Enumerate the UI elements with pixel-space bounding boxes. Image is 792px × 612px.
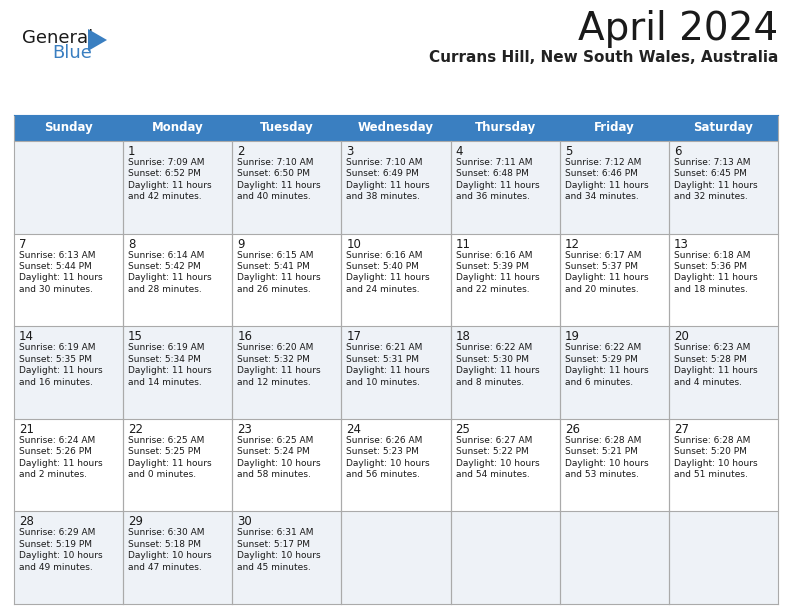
Text: Sunrise: 6:27 AM
Sunset: 5:22 PM
Daylight: 10 hours
and 54 minutes.: Sunrise: 6:27 AM Sunset: 5:22 PM Dayligh… (455, 436, 539, 479)
Text: 19: 19 (565, 330, 580, 343)
Text: 11: 11 (455, 237, 470, 250)
Text: Sunrise: 7:13 AM
Sunset: 6:45 PM
Daylight: 11 hours
and 32 minutes.: Sunrise: 7:13 AM Sunset: 6:45 PM Dayligh… (674, 158, 757, 201)
Bar (14, 419, 778, 512)
Text: 22: 22 (128, 423, 143, 436)
Text: Sunrise: 6:26 AM
Sunset: 5:23 PM
Daylight: 10 hours
and 56 minutes.: Sunrise: 6:26 AM Sunset: 5:23 PM Dayligh… (346, 436, 430, 479)
Text: 13: 13 (674, 237, 689, 250)
Text: Sunrise: 6:31 AM
Sunset: 5:17 PM
Daylight: 10 hours
and 45 minutes.: Sunrise: 6:31 AM Sunset: 5:17 PM Dayligh… (238, 528, 321, 572)
Text: 3: 3 (346, 145, 354, 158)
Text: 25: 25 (455, 423, 470, 436)
Text: 23: 23 (238, 423, 252, 436)
Text: 8: 8 (128, 237, 135, 250)
Text: 6: 6 (674, 145, 681, 158)
Text: Sunrise: 6:22 AM
Sunset: 5:30 PM
Daylight: 11 hours
and 8 minutes.: Sunrise: 6:22 AM Sunset: 5:30 PM Dayligh… (455, 343, 539, 387)
Text: Blue: Blue (52, 44, 92, 62)
Text: Currans Hill, New South Wales, Australia: Currans Hill, New South Wales, Australia (428, 50, 778, 65)
Bar (14, 234, 778, 326)
Text: Sunrise: 6:20 AM
Sunset: 5:32 PM
Daylight: 11 hours
and 12 minutes.: Sunrise: 6:20 AM Sunset: 5:32 PM Dayligh… (238, 343, 321, 387)
Text: Sunrise: 7:10 AM
Sunset: 6:49 PM
Daylight: 11 hours
and 38 minutes.: Sunrise: 7:10 AM Sunset: 6:49 PM Dayligh… (346, 158, 430, 201)
Text: Sunrise: 6:29 AM
Sunset: 5:19 PM
Daylight: 10 hours
and 49 minutes.: Sunrise: 6:29 AM Sunset: 5:19 PM Dayligh… (19, 528, 103, 572)
Text: 26: 26 (565, 423, 580, 436)
Text: Sunrise: 6:19 AM
Sunset: 5:35 PM
Daylight: 11 hours
and 16 minutes.: Sunrise: 6:19 AM Sunset: 5:35 PM Dayligh… (19, 343, 103, 387)
Text: 2: 2 (238, 145, 245, 158)
Text: 15: 15 (128, 330, 143, 343)
Text: 17: 17 (346, 330, 361, 343)
Text: Sunrise: 6:24 AM
Sunset: 5:26 PM
Daylight: 11 hours
and 2 minutes.: Sunrise: 6:24 AM Sunset: 5:26 PM Dayligh… (19, 436, 103, 479)
Text: 29: 29 (128, 515, 143, 528)
Bar (14, 326, 778, 419)
Text: Sunday: Sunday (44, 122, 93, 135)
Text: 24: 24 (346, 423, 361, 436)
Text: Sunrise: 6:28 AM
Sunset: 5:21 PM
Daylight: 10 hours
and 53 minutes.: Sunrise: 6:28 AM Sunset: 5:21 PM Dayligh… (565, 436, 649, 479)
Text: Wednesday: Wednesday (358, 122, 434, 135)
Text: Sunrise: 6:23 AM
Sunset: 5:28 PM
Daylight: 11 hours
and 4 minutes.: Sunrise: 6:23 AM Sunset: 5:28 PM Dayligh… (674, 343, 757, 387)
Text: 4: 4 (455, 145, 463, 158)
Text: April 2024: April 2024 (578, 10, 778, 48)
Text: Sunrise: 7:10 AM
Sunset: 6:50 PM
Daylight: 11 hours
and 40 minutes.: Sunrise: 7:10 AM Sunset: 6:50 PM Dayligh… (238, 158, 321, 201)
Text: Sunrise: 6:30 AM
Sunset: 5:18 PM
Daylight: 10 hours
and 47 minutes.: Sunrise: 6:30 AM Sunset: 5:18 PM Dayligh… (128, 528, 211, 572)
Text: 5: 5 (565, 145, 572, 158)
Text: Sunrise: 7:11 AM
Sunset: 6:48 PM
Daylight: 11 hours
and 36 minutes.: Sunrise: 7:11 AM Sunset: 6:48 PM Dayligh… (455, 158, 539, 201)
Text: 7: 7 (19, 237, 26, 250)
Text: Tuesday: Tuesday (260, 122, 314, 135)
Text: Sunrise: 6:14 AM
Sunset: 5:42 PM
Daylight: 11 hours
and 28 minutes.: Sunrise: 6:14 AM Sunset: 5:42 PM Dayligh… (128, 250, 211, 294)
Text: Monday: Monday (152, 122, 204, 135)
Text: Friday: Friday (594, 122, 634, 135)
Text: 10: 10 (346, 237, 361, 250)
Text: 27: 27 (674, 423, 689, 436)
Bar (14, 141, 778, 234)
Text: Sunrise: 6:15 AM
Sunset: 5:41 PM
Daylight: 11 hours
and 26 minutes.: Sunrise: 6:15 AM Sunset: 5:41 PM Dayligh… (238, 250, 321, 294)
Bar (14, 512, 778, 604)
Text: Sunrise: 6:22 AM
Sunset: 5:29 PM
Daylight: 11 hours
and 6 minutes.: Sunrise: 6:22 AM Sunset: 5:29 PM Dayligh… (565, 343, 649, 387)
Text: Sunrise: 6:21 AM
Sunset: 5:31 PM
Daylight: 11 hours
and 10 minutes.: Sunrise: 6:21 AM Sunset: 5:31 PM Dayligh… (346, 343, 430, 387)
Text: Sunrise: 6:17 AM
Sunset: 5:37 PM
Daylight: 11 hours
and 20 minutes.: Sunrise: 6:17 AM Sunset: 5:37 PM Dayligh… (565, 250, 649, 294)
Text: 18: 18 (455, 330, 470, 343)
Text: Sunrise: 7:12 AM
Sunset: 6:46 PM
Daylight: 11 hours
and 34 minutes.: Sunrise: 7:12 AM Sunset: 6:46 PM Dayligh… (565, 158, 649, 201)
Text: Sunrise: 6:18 AM
Sunset: 5:36 PM
Daylight: 11 hours
and 18 minutes.: Sunrise: 6:18 AM Sunset: 5:36 PM Dayligh… (674, 250, 757, 294)
Text: 20: 20 (674, 330, 689, 343)
Text: 28: 28 (19, 515, 34, 528)
Text: 12: 12 (565, 237, 580, 250)
Text: Sunrise: 6:28 AM
Sunset: 5:20 PM
Daylight: 10 hours
and 51 minutes.: Sunrise: 6:28 AM Sunset: 5:20 PM Dayligh… (674, 436, 757, 479)
Bar (14, 115, 778, 141)
Text: Sunrise: 6:25 AM
Sunset: 5:25 PM
Daylight: 11 hours
and 0 minutes.: Sunrise: 6:25 AM Sunset: 5:25 PM Dayligh… (128, 436, 211, 479)
Text: 14: 14 (19, 330, 34, 343)
Polygon shape (88, 29, 107, 51)
Text: Sunrise: 6:16 AM
Sunset: 5:40 PM
Daylight: 11 hours
and 24 minutes.: Sunrise: 6:16 AM Sunset: 5:40 PM Dayligh… (346, 250, 430, 294)
Text: 16: 16 (238, 330, 253, 343)
Text: Thursday: Thursday (474, 122, 535, 135)
Text: Sunrise: 6:13 AM
Sunset: 5:44 PM
Daylight: 11 hours
and 30 minutes.: Sunrise: 6:13 AM Sunset: 5:44 PM Dayligh… (19, 250, 103, 294)
Text: Sunrise: 6:25 AM
Sunset: 5:24 PM
Daylight: 10 hours
and 58 minutes.: Sunrise: 6:25 AM Sunset: 5:24 PM Dayligh… (238, 436, 321, 479)
Text: 1: 1 (128, 145, 135, 158)
Text: Saturday: Saturday (694, 122, 753, 135)
Text: Sunrise: 7:09 AM
Sunset: 6:52 PM
Daylight: 11 hours
and 42 minutes.: Sunrise: 7:09 AM Sunset: 6:52 PM Dayligh… (128, 158, 211, 201)
Text: Sunrise: 6:16 AM
Sunset: 5:39 PM
Daylight: 11 hours
and 22 minutes.: Sunrise: 6:16 AM Sunset: 5:39 PM Dayligh… (455, 250, 539, 294)
Text: 9: 9 (238, 237, 245, 250)
Text: General: General (22, 29, 93, 47)
Text: 21: 21 (19, 423, 34, 436)
Text: Sunrise: 6:19 AM
Sunset: 5:34 PM
Daylight: 11 hours
and 14 minutes.: Sunrise: 6:19 AM Sunset: 5:34 PM Dayligh… (128, 343, 211, 387)
Text: 30: 30 (238, 515, 252, 528)
